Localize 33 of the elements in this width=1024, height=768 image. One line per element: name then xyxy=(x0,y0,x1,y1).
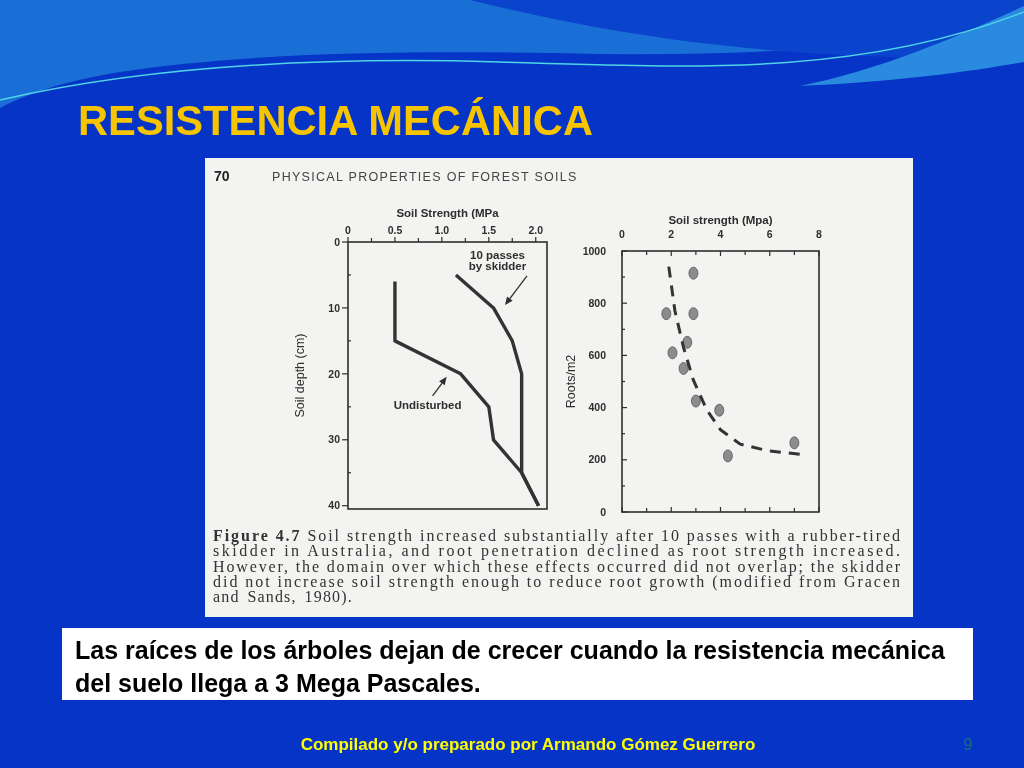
y-tick-label: 20 xyxy=(328,367,341,380)
text: Compilado y/o preparado por Armando Gómez Guerrero xyxy=(300,735,756,754)
text: 9 xyxy=(963,736,973,753)
y-tick-label: 0 xyxy=(600,505,607,518)
x-tick-label: 2 xyxy=(668,228,675,240)
y-tick-label: 1000 xyxy=(582,244,607,257)
y-tick-label: 30 xyxy=(328,433,341,446)
x-tick-label: 6 xyxy=(766,228,773,240)
y-tick-label: 10 xyxy=(328,301,341,314)
text: Las raíces de los árboles dejan de crecer cuando la resistencia mecánica del suelo llega a 3 Mega Pascales. xyxy=(75,636,946,697)
chart-subtitle: PHYSICAL PROPERTIES OF FOREST SOILS xyxy=(272,170,578,184)
x-axis-title: Soil Strength (MPa xyxy=(396,207,500,219)
x-tick-label: 1.5 xyxy=(481,224,497,236)
y-axis-title: Roots/m2 xyxy=(564,354,578,409)
x-tick-label: 8 xyxy=(816,228,823,240)
chart-title: RESISTENCIA MECÁNICA xyxy=(78,97,597,144)
caption: Figure 4.7 Soil strength increased substantially after 10 passes with a rubber-tired skidder in Australia, and root penetration declined as root strength increased. However, the domain over which these effects occurred did not overlap; the skidder did not increase soil strength enough to reduce root growth (modified from Gracen and Sands, 1980). xyxy=(213,527,901,607)
x-tick-label: 0 xyxy=(345,224,352,236)
x-axis-title: Soil strength (Mpa) xyxy=(668,214,773,226)
x-tick-label: 2.0 xyxy=(528,224,544,236)
x-tick-label: 1.0 xyxy=(434,224,450,236)
series-label: 10 passes by skidder xyxy=(468,248,527,273)
x-tick-label: 0 xyxy=(619,228,626,240)
y-axis-title: Soil depth (cm) xyxy=(293,333,307,418)
y-tick-label: 40 xyxy=(328,499,341,512)
x-tick-label: 0.5 xyxy=(387,224,403,236)
y-tick-label: 600 xyxy=(588,349,607,362)
x-tick-label: 4 xyxy=(717,228,724,240)
legend-label: Undisturbed xyxy=(393,398,462,411)
y-tick-label: 200 xyxy=(588,453,607,466)
y-tick-label: 400 xyxy=(588,401,607,414)
y-tick-label: 800 xyxy=(588,296,607,309)
text: 70 xyxy=(214,168,230,184)
